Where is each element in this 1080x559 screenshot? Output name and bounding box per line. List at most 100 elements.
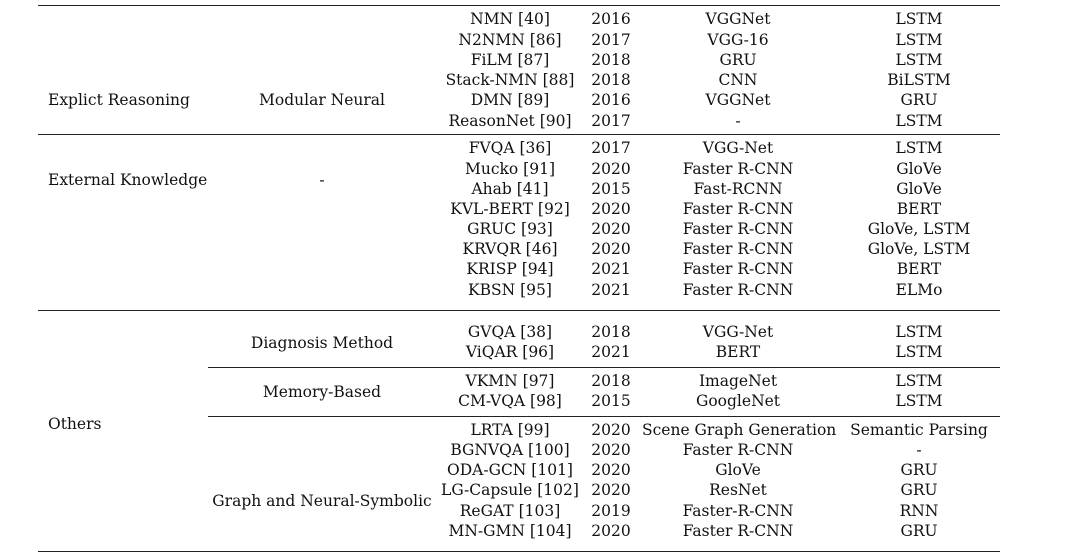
text-cell: ELMo: [895, 281, 943, 299]
visual-cell: GoogleNet: [695, 392, 781, 410]
text-cell: GloVe: [896, 180, 942, 198]
text-cell: BiLSTM: [887, 71, 951, 89]
visual-cell: Faster R-CNN: [682, 200, 794, 218]
visual-cell: VGG-Net: [702, 323, 774, 341]
rule-after-explicit: [38, 134, 1000, 135]
rule-after-external: [38, 310, 1000, 311]
text-cell: GRU: [900, 461, 938, 479]
visual-cell: VGG-16: [707, 31, 769, 49]
method-cell: Mucko [91]: [464, 160, 555, 178]
text-cell: LSTM: [895, 323, 943, 341]
year-cell: 2016: [591, 91, 631, 109]
year-cell: 2018: [591, 323, 631, 341]
year-cell: 2020: [591, 220, 631, 238]
year-cell: 2020: [591, 240, 631, 258]
visual-cell: VGGNet: [705, 10, 771, 28]
text-cell: GRU: [900, 522, 938, 540]
text-cell: GRU: [900, 91, 938, 109]
text-cell: LSTM: [895, 10, 943, 28]
year-cell: 2017: [591, 139, 631, 157]
method-cell: VKMN [97]: [465, 372, 555, 390]
year-cell: 2015: [591, 180, 631, 198]
visual-cell: Faster R-CNN: [682, 281, 794, 299]
method-cell: GVQA [38]: [467, 323, 553, 341]
year-cell: 2020: [591, 160, 631, 178]
year-cell: 2020: [591, 522, 631, 540]
method-cell: LG-Capsule [102]: [441, 481, 579, 499]
text-cell: LSTM: [895, 31, 943, 49]
method-cell: KVL-BERT [92]: [450, 200, 570, 218]
year-cell: 2020: [591, 441, 631, 459]
visual-cell: Faster R-CNN: [682, 220, 794, 238]
text-cell: LSTM: [895, 372, 943, 390]
text-cell: BERT: [896, 200, 942, 218]
year-cell: 2015: [591, 392, 631, 410]
text-cell: RNN: [899, 502, 939, 520]
method-cell: ReGAT [103]: [459, 502, 561, 520]
visual-cell: Faster R-CNN: [682, 441, 794, 459]
method-cell: GRUC [93]: [467, 220, 553, 238]
year-cell: 2019: [591, 502, 631, 520]
year-cell: 2018: [591, 372, 631, 390]
year-cell: 2020: [591, 200, 631, 218]
text-cell: -: [916, 441, 922, 459]
method-cell: MN-GMN [104]: [448, 522, 572, 540]
year-cell: 2021: [591, 343, 631, 361]
method-cell: ODA-GCN [101]: [447, 461, 573, 479]
visual-cell: ImageNet: [698, 372, 778, 390]
visual-cell: Scene Graph Generation: [642, 421, 837, 439]
method-cell: ReasonNet [90]: [448, 112, 572, 130]
visual-cell: BERT: [715, 343, 761, 361]
visual-cell: Faster R-CNN: [682, 260, 794, 278]
visual-cell: VGGNet: [705, 91, 771, 109]
method-cell: ViQAR [96]: [465, 343, 555, 361]
text-cell: GRU: [900, 481, 938, 499]
visual-cell: ResNet: [709, 481, 767, 499]
year-cell: 2017: [591, 112, 631, 130]
visual-cell: CNN: [718, 71, 758, 89]
text-cell: LSTM: [895, 139, 943, 157]
subcategory-diagnosis: Diagnosis Method: [250, 334, 394, 352]
category-others: Others: [48, 415, 102, 433]
visual-cell: Faster R-CNN: [682, 522, 794, 540]
method-cell: FiLM [87]: [470, 51, 550, 69]
text-cell: LSTM: [895, 112, 943, 130]
method-cell: CM-VQA [98]: [458, 392, 562, 410]
text-cell: LSTM: [895, 343, 943, 361]
category-explicit: Explict Reasoning: [48, 91, 190, 109]
text-cell: LSTM: [895, 51, 943, 69]
visual-cell: Fast-RCNN: [693, 180, 783, 198]
year-cell: 2021: [591, 281, 631, 299]
rule-after-diagnosis: [208, 367, 1000, 368]
visual-cell: GloVe: [715, 461, 761, 479]
year-cell: 2021: [591, 260, 631, 278]
rule-top: [38, 5, 1000, 6]
text-cell: GloVe, LSTM: [867, 240, 971, 258]
method-cell: FVQA [36]: [468, 139, 552, 157]
text-cell: LSTM: [895, 392, 943, 410]
visual-cell: VGG-Net: [702, 139, 774, 157]
subcategory-external: -: [319, 171, 325, 189]
text-cell: GloVe, LSTM: [867, 220, 971, 238]
text-cell: BERT: [896, 260, 942, 278]
text-cell: GloVe: [896, 160, 942, 178]
year-cell: 2016: [591, 10, 631, 28]
method-cell: NMN [40]: [470, 10, 550, 28]
year-cell: 2018: [591, 71, 631, 89]
subcategory-memory: Memory-Based: [262, 383, 382, 401]
method-cell: Ahab [41]: [471, 180, 549, 198]
visual-cell: -: [735, 112, 741, 130]
visual-cell: GRU: [719, 51, 757, 69]
method-cell: KRISP [94]: [466, 260, 554, 278]
method-cell: Stack-NMN [88]: [445, 71, 575, 89]
method-cell: LRTA [99]: [470, 421, 550, 439]
year-cell: 2017: [591, 31, 631, 49]
rule-after-memory: [208, 416, 1000, 417]
method-cell: N2NMN [86]: [458, 31, 562, 49]
year-cell: 2020: [591, 461, 631, 479]
visual-cell: Faster-R-CNN: [682, 502, 794, 520]
text-cell: Semantic Parsing: [850, 421, 988, 439]
visual-cell: Faster R-CNN: [682, 160, 794, 178]
year-cell: 2020: [591, 481, 631, 499]
method-cell: KBSN [95]: [468, 281, 552, 299]
